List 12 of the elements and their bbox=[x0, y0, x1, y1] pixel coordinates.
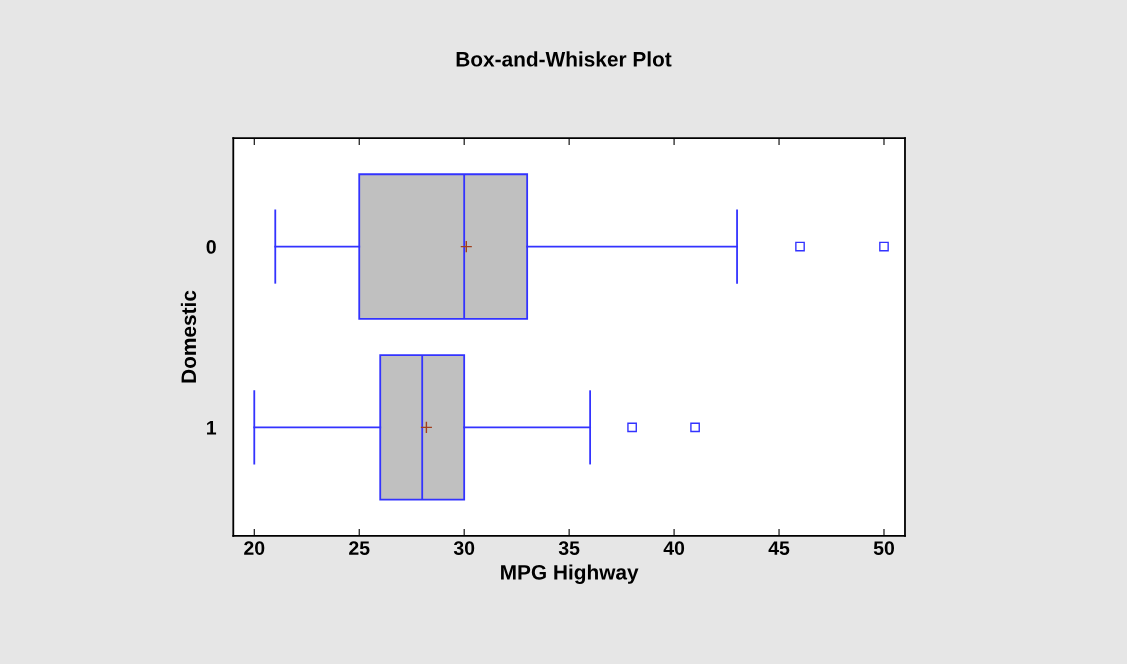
y-axis-title: Domestic bbox=[180, 290, 197, 383]
x-tick-label: 20 bbox=[244, 541, 265, 555]
x-tick-label: 25 bbox=[349, 541, 370, 555]
x-tick-label: 35 bbox=[558, 541, 580, 556]
x-tick-label: 30 bbox=[453, 541, 475, 556]
y-tick-label: 0 bbox=[206, 240, 216, 254]
y-tick-label: 1 bbox=[207, 421, 217, 435]
x-tick-label: 50 bbox=[873, 541, 895, 555]
x-axis-title: MPG Highway bbox=[501, 564, 639, 584]
chart-title: Box-and-Whisker Plot bbox=[456, 51, 672, 67]
x-tick-label: 40 bbox=[663, 541, 685, 555]
x-tick-label: 45 bbox=[768, 541, 790, 555]
